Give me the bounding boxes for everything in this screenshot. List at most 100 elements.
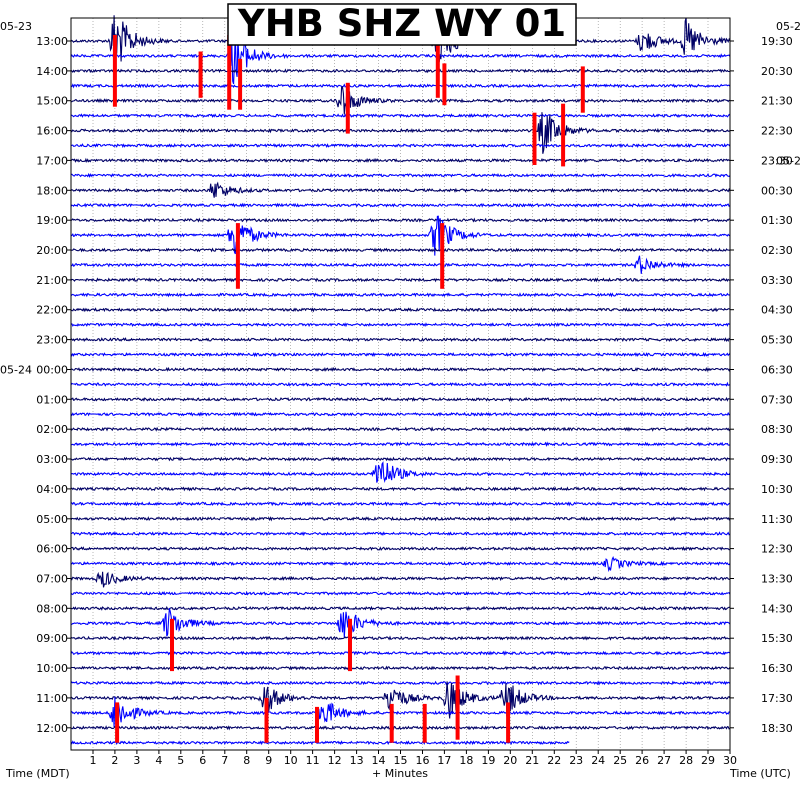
x-tick-label: 13: [350, 754, 364, 767]
trace-row-15: [70, 255, 731, 274]
right-hour-label: 12:30: [761, 543, 793, 556]
x-tick-label: 2: [111, 754, 118, 767]
right-axis-caption: Time (UTC): [729, 767, 791, 780]
left-hour-label: 11:00: [36, 692, 68, 705]
trace-row-24: [70, 396, 731, 402]
trace-row-44: [70, 681, 731, 719]
left-date-label: 05-23: [0, 20, 32, 33]
clipped-peak: [440, 223, 445, 289]
trace-row-28: [70, 456, 731, 462]
x-tick-label: 11: [306, 754, 320, 767]
trace-row-9: [70, 172, 731, 178]
left-hour-label: 04:00: [36, 483, 68, 496]
x-tick-label: 25: [613, 754, 627, 767]
right-hour-label: 20:30: [761, 65, 793, 78]
clipped-peak: [238, 58, 243, 110]
trace-row-23: [70, 381, 731, 387]
trace-row-36: [70, 571, 731, 588]
x-tick-label: 4: [155, 754, 162, 767]
right-hour-label: 22:30: [761, 125, 793, 138]
clipped-peak: [580, 66, 585, 113]
trace-row-20: [70, 337, 731, 343]
right-hour-label: 10:30: [761, 483, 793, 496]
left-hour-label: 12:00: [36, 722, 68, 735]
right-hour-label: 19:30: [761, 35, 793, 48]
clipped-peak: [345, 82, 350, 134]
x-tick-label: 28: [679, 754, 693, 767]
trace-row-7: [70, 142, 731, 149]
x-tick-label: 12: [328, 754, 342, 767]
right-date-label: 05-2: [776, 154, 800, 167]
right-hour-label: 23:30: [761, 154, 793, 167]
left-hour-label: 00:00: [36, 364, 68, 377]
title-box: YHB SHZ WY 01: [227, 2, 577, 46]
x-tick-label: 26: [635, 754, 649, 767]
left-hour-label: 05:00: [36, 513, 68, 526]
trace-row-16: [70, 277, 731, 283]
x-tick-label: 14: [372, 754, 386, 767]
clip-layer: [112, 29, 585, 743]
left-hour-label: 13:00: [36, 35, 68, 48]
trace-row-45: [70, 696, 731, 728]
trace-row-27: [70, 441, 731, 447]
left-hour-label: 03:00: [36, 453, 68, 466]
right-hour-label: 21:30: [761, 95, 793, 108]
left-axis-caption: Time (MDT): [5, 767, 70, 780]
x-tick-label: 19: [481, 754, 495, 767]
x-tick-label: 1: [90, 754, 97, 767]
clipped-peak: [422, 703, 427, 743]
x-tick-label: 9: [265, 754, 272, 767]
trace-row-18: [70, 307, 731, 313]
trace-row-31: [70, 501, 731, 507]
x-tick-label: 17: [437, 754, 451, 767]
clipped-peak: [264, 697, 269, 743]
clipped-peak: [506, 702, 511, 743]
x-tick-label: 7: [221, 754, 228, 767]
right-hour-label: 08:30: [761, 423, 793, 436]
trace-row-29: [70, 461, 731, 483]
trace-row-26: [70, 426, 731, 432]
left-hour-label: 15:00: [36, 95, 68, 108]
right-hour-label: 16:30: [761, 662, 793, 675]
trace-row-41: [70, 650, 731, 656]
trace-row-42: [70, 665, 731, 671]
x-tick-label: 29: [701, 754, 715, 767]
x-tick-label: 18: [459, 754, 473, 767]
trace-row-10: [70, 181, 731, 198]
axes-layer: 1 2 3 4 5 6 7 8 9 10 11 12 13 14 15 16 17 18 19 20 21 22 23 24 2…: [0, 20, 800, 767]
trace-row-8: [70, 157, 731, 164]
left-hour-label: 19:00: [36, 214, 68, 227]
clipped-peak: [227, 35, 232, 110]
x-tick-label: 23: [569, 754, 583, 767]
right-hour-label: 13:30: [761, 573, 793, 586]
left-hour-label: 16:00: [36, 125, 68, 138]
clipped-peak: [442, 63, 447, 106]
trace-row-4: [71, 86, 731, 115]
left-hour-label: 06:00: [36, 543, 68, 556]
x-tick-label: 6: [199, 754, 206, 767]
left-hour-label: 10:00: [36, 662, 68, 675]
left-hour-label: 09:00: [36, 632, 68, 645]
trace-row-37: [70, 590, 731, 596]
left-hour-label: 18:00: [36, 184, 68, 197]
clipped-peak: [348, 618, 352, 672]
right-hour-label: 14:30: [761, 602, 793, 615]
x-tick-label: 10: [284, 754, 298, 767]
clipped-peak: [389, 703, 394, 743]
x-tick-label: 30: [723, 754, 737, 767]
x-tick-label: 24: [591, 754, 605, 767]
trace-row-33: [70, 531, 731, 537]
x-tick-label: 3: [133, 754, 140, 767]
trace-row-30: [70, 486, 731, 492]
trace-row-2: [70, 68, 731, 74]
clipped-peak: [115, 702, 120, 743]
trace-row-40: [70, 635, 731, 641]
right-hour-label: 17:30: [761, 692, 793, 705]
trace-row-22: [70, 366, 731, 373]
left-hour-label: 21:00: [36, 274, 68, 287]
trace-row-17: [70, 292, 731, 298]
right-hour-label: 07:30: [761, 393, 793, 406]
trace-row-35: [70, 556, 731, 573]
trace-row-32: [70, 516, 731, 522]
clipped-peak: [455, 675, 460, 740]
